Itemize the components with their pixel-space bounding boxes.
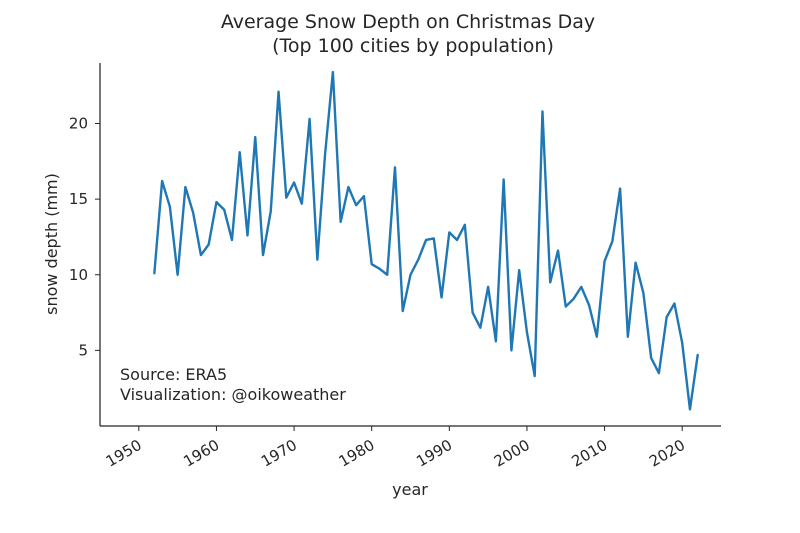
series-line-snow-depth [153,70,699,411]
x-tick-label: 1950 [103,436,145,471]
x-tick-label: 2020 [646,436,688,471]
y-tick-label: 10 [69,266,88,284]
data-points [153,71,698,410]
x-tick-label: 2010 [568,436,610,471]
y-axis-label: snow depth (mm) [42,173,61,315]
y-tick-label: 20 [69,115,88,133]
x-tick-label: 2000 [491,436,533,471]
chart-subtitle: (Top 100 cities by population) [272,35,554,57]
x-tick-label: 1980 [336,436,378,471]
y-tick-label: 15 [69,190,88,208]
x-tick-label: 1970 [258,436,300,471]
source-annotation: Source: ERA5 [120,365,227,384]
x-tick-label: 1990 [413,436,455,471]
x-ticks: 1950 1960 1970 1980 1990 2000 2010 2020 [103,426,688,471]
x-axis-label: year [392,480,428,499]
x-tick-label: 1960 [180,436,222,471]
y-ticks: 5 10 15 20 [69,115,100,359]
y-tick-label: 5 [78,341,88,359]
chart-title: Average Snow Depth on Christmas Day [221,11,595,33]
visualization-annotation: Visualization: @oikoweather [120,385,346,404]
